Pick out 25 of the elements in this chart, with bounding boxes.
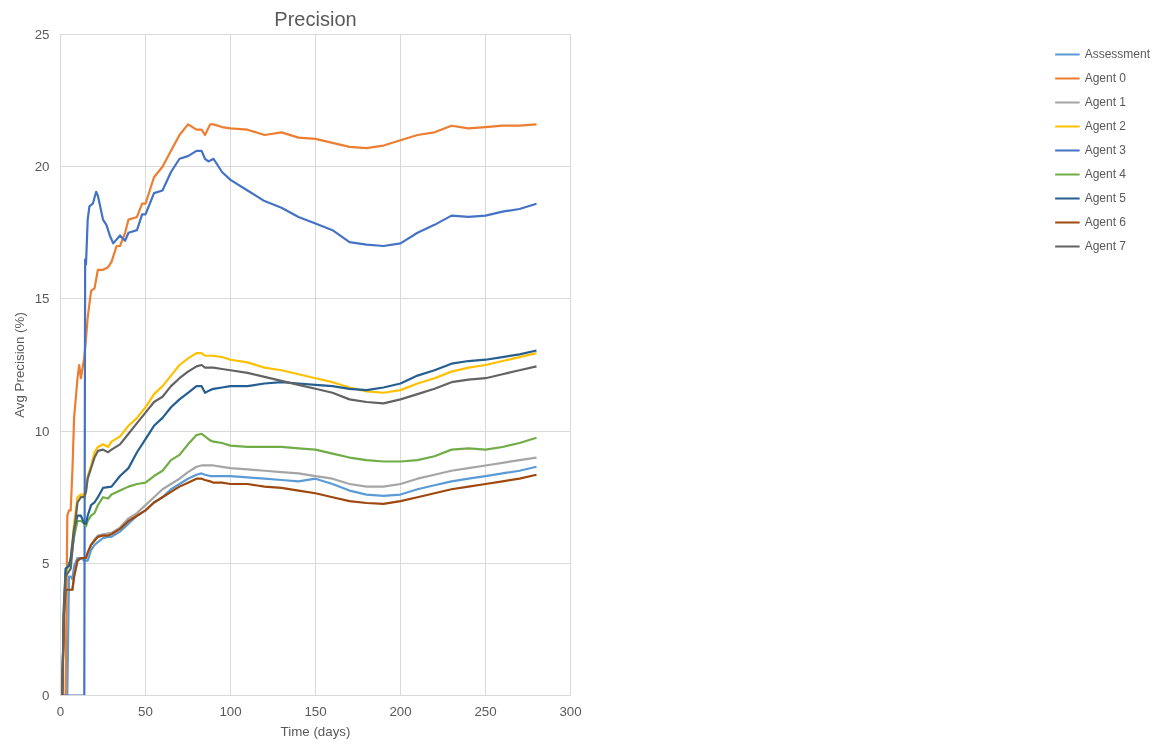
y-tick-label: 0: [42, 688, 50, 703]
x-tick-label: 50: [138, 703, 153, 719]
legend-label: Assessment: [1084, 47, 1150, 61]
y-tick-label: 20: [34, 159, 50, 175]
legend-label: Agent 2: [1084, 119, 1127, 133]
x-tick-label: 100: [219, 703, 242, 719]
chart-title: Precision: [274, 7, 357, 30]
legend-label: Agent 1: [1084, 95, 1127, 109]
legend-label: Agent 0: [1084, 71, 1127, 85]
y-tick-label: 10: [34, 423, 50, 439]
x-tick-label: 150: [304, 703, 327, 719]
legend-label: Agent 7: [1084, 239, 1127, 253]
legend-label: Agent 5: [1084, 191, 1127, 205]
x-tick-label: 300: [559, 703, 582, 719]
y-tick-label: 5: [42, 555, 50, 571]
y-tick-label: 25: [34, 27, 50, 42]
legend-label: Agent 4: [1084, 167, 1127, 181]
x-axis-title: Time (days): [280, 723, 351, 739]
legend-label: Agent 3: [1084, 143, 1127, 157]
y-axis-title: Avg Precision (%): [11, 312, 27, 418]
x-tick-label: 250: [474, 703, 497, 719]
legend-label: Agent 6: [1084, 215, 1127, 229]
x-tick-label: 200: [389, 703, 412, 719]
x-tick-label: 0: [56, 703, 65, 719]
y-tick-label: 15: [34, 291, 50, 307]
